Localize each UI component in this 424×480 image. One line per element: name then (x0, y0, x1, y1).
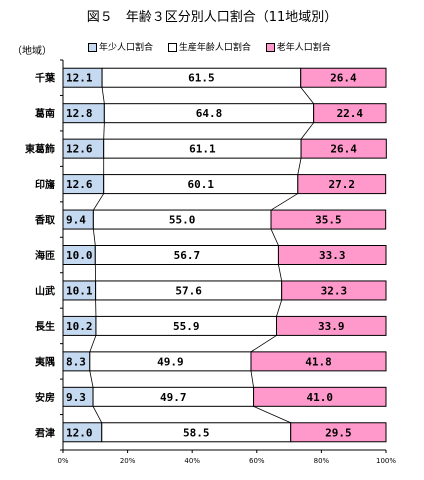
category-label: 葛南 (34, 107, 55, 120)
series-line (300, 86, 314, 104)
bar-elderly (270, 209, 387, 230)
series-line (93, 193, 105, 211)
data-label: 10.2 (66, 320, 93, 333)
data-label: 12.6 (66, 143, 93, 156)
series-line (250, 335, 277, 353)
data-label: 8.3 (66, 355, 86, 368)
series-line (89, 335, 97, 353)
bar-elderly (276, 315, 387, 336)
data-label: 10.0 (66, 249, 93, 262)
series-line (270, 193, 299, 211)
series-line (253, 405, 291, 424)
series-line (92, 406, 103, 423)
bar-elderly (290, 422, 387, 443)
bar-elderly (253, 386, 387, 407)
data-label: 29.5 (325, 426, 352, 439)
series-line (101, 87, 105, 104)
bar-elderly (250, 351, 387, 372)
series-line (103, 122, 105, 140)
category-label: 君津 (35, 426, 55, 439)
bar-elderly (297, 174, 387, 195)
x-tick-label: 100% (376, 457, 396, 465)
data-label: 9.3 (66, 391, 86, 404)
data-label: 12.1 (66, 72, 93, 85)
category-label: 安房 (35, 391, 55, 404)
legend-label-elderly: 老年人口割合 (276, 43, 331, 53)
x-tick-label: 0% (57, 457, 68, 465)
category-label: 海匝 (35, 249, 55, 262)
series-line (89, 370, 94, 388)
category-label: 長生 (35, 320, 55, 333)
series-line (92, 228, 96, 246)
legend: 年少人口割合 生産年齢人口割合 老年人口割合 (88, 40, 343, 53)
series-line (297, 158, 302, 175)
data-label: 9.4 (66, 214, 86, 227)
data-label: 26.4 (330, 143, 357, 156)
data-label: 58.5 (183, 426, 210, 439)
category-label: 香取 (35, 214, 56, 227)
legend-label-youth: 年少人口割合 (99, 43, 154, 53)
data-label: 61.1 (189, 143, 216, 156)
legend-item-elderly: 老年人口割合 (265, 40, 331, 53)
data-label: 41.0 (307, 391, 334, 404)
data-label: 55.0 (169, 214, 196, 227)
x-tick-label: 40% (184, 457, 200, 465)
data-label: 10.1 (66, 284, 93, 297)
series-line (276, 299, 283, 317)
data-label: 12.0 (66, 426, 93, 439)
data-label: 35.5 (315, 214, 342, 227)
data-label: 12.8 (66, 107, 93, 120)
category-label: 千葉 (35, 72, 56, 85)
x-tick-label: 80% (314, 457, 330, 465)
data-label: 60.1 (188, 178, 215, 191)
data-label: 33.3 (319, 249, 346, 262)
series-line (300, 122, 314, 140)
chart-title: 図５ 年齢３区分別人口割合（11地域別） (86, 10, 338, 25)
bar-elderly (300, 67, 387, 88)
category-label: 印旛 (35, 178, 55, 191)
data-label: 41.8 (305, 355, 332, 368)
data-label: 61.5 (188, 72, 215, 85)
data-label: 32.3 (321, 284, 348, 297)
data-label: 26.4 (330, 72, 357, 85)
data-label: 49.7 (160, 391, 187, 404)
bar-elderly (281, 280, 387, 301)
bar-elderly (313, 103, 387, 124)
data-label: 22.4 (337, 107, 364, 120)
category-label: 夷隅 (35, 355, 55, 368)
legend-item-youth: 年少人口割合 (88, 40, 153, 53)
data-label: 27.2 (328, 178, 355, 191)
data-label: 49.9 (157, 355, 184, 368)
legend-swatch-working-age (167, 43, 177, 52)
series-line (270, 228, 279, 246)
series-line (250, 370, 254, 388)
bar-elderly (277, 245, 387, 265)
data-label: 12.6 (66, 178, 93, 191)
region-axis-caption: （地域） (12, 46, 52, 57)
legend-swatch-elderly (265, 43, 275, 52)
series-line (278, 264, 283, 282)
legend-label-working-age: 生産年齢人口割合 (178, 43, 251, 53)
data-label: 33.9 (318, 320, 345, 333)
x-tick-label: 20% (120, 457, 136, 465)
data-label: 57.6 (175, 284, 202, 297)
category-label: 東葛飾 (25, 143, 55, 156)
x-tick-label: 60% (249, 457, 265, 465)
legend-swatch-youth (88, 43, 97, 52)
bar-elderly (300, 138, 387, 159)
data-label: 64.8 (196, 107, 223, 120)
legend-item-working-age: 生産年齢人口割合 (167, 40, 251, 53)
data-label: 55.9 (173, 320, 200, 333)
data-label: 56.7 (174, 249, 201, 262)
category-label: 山武 (35, 284, 55, 297)
